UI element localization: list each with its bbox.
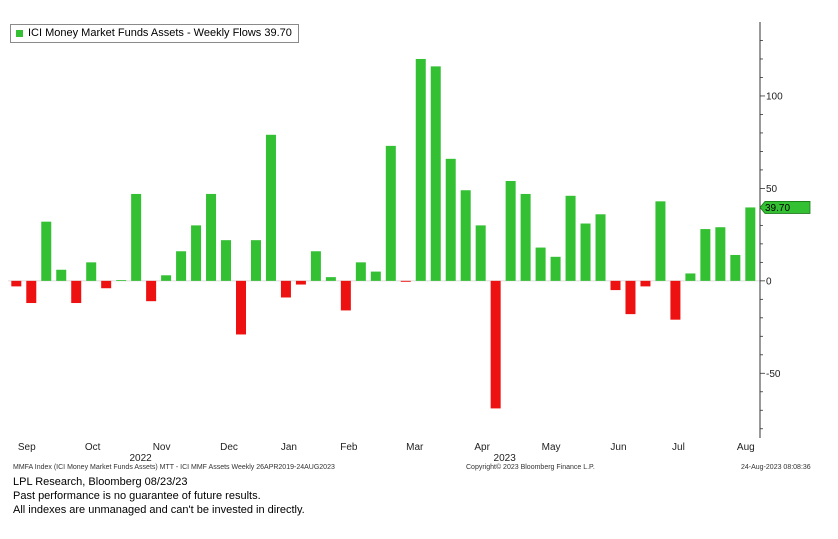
y-tick-label: -50 <box>766 369 781 380</box>
bar-week-21 <box>310 251 321 281</box>
x-year-label: 2022 <box>130 453 153 464</box>
bar-week-36 <box>535 247 546 281</box>
bar-week-50 <box>745 207 756 281</box>
timestamp-text: 24-Aug-2023 08:08:36 <box>741 464 811 471</box>
bar-week-5 <box>71 280 82 304</box>
bar-week-30 <box>445 158 456 281</box>
legend-label: ICI Money Market Funds Assets - Weekly F… <box>28 27 292 39</box>
bar-week-19 <box>280 280 291 298</box>
bar-week-48 <box>715 227 726 281</box>
bar-week-37 <box>550 256 561 281</box>
bar-week-26 <box>385 145 396 281</box>
bar-week-16 <box>236 280 246 335</box>
bar-week-13 <box>191 225 202 281</box>
bar-week-49 <box>730 254 741 281</box>
x-month-label: Aug <box>737 442 755 453</box>
legend-swatch <box>16 29 23 37</box>
bar-week-17 <box>250 240 261 281</box>
x-month-label: Jun <box>610 442 626 453</box>
bar-week-12 <box>176 251 187 281</box>
bar-week-35 <box>520 193 531 281</box>
x-month-label: Nov <box>153 442 171 453</box>
bar-week-9 <box>131 193 142 281</box>
bar-week-42 <box>625 280 636 315</box>
x-month-label: Dec <box>220 442 238 453</box>
bar-week-45 <box>670 280 681 320</box>
bar-week-10 <box>146 280 157 302</box>
bar-week-28 <box>415 58 426 281</box>
last-value-label: 39.70 <box>765 203 790 214</box>
x-month-label: Oct <box>85 442 101 453</box>
x-month-label: Apr <box>474 442 490 453</box>
bar-week-40 <box>595 214 606 281</box>
bar-week-44 <box>655 201 666 281</box>
bar-week-38 <box>565 195 576 281</box>
source-line: MMFA Index (ICI Money Market Funds Asset… <box>13 464 335 471</box>
y-tick-label: 50 <box>766 184 778 195</box>
x-month-label: Feb <box>340 442 358 453</box>
bar-week-15 <box>221 240 232 281</box>
bar-week-1 <box>11 280 22 287</box>
bar-week-41 <box>610 280 621 291</box>
bar-week-46 <box>685 273 696 281</box>
bar-week-24 <box>355 262 366 281</box>
credit-text: LPL Research, Bloomberg 08/23/23 <box>13 476 188 488</box>
disclaimer-performance: Past performance is no guarantee of futu… <box>13 490 261 502</box>
x-year-label: 2023 <box>494 453 517 464</box>
bar-week-2 <box>26 280 37 304</box>
bar-week-14 <box>206 193 217 281</box>
bar-week-43 <box>640 280 651 287</box>
bar-week-7 <box>101 280 112 289</box>
x-month-label: Sep <box>18 442 36 453</box>
bar-week-6 <box>86 262 97 281</box>
bars <box>11 58 756 409</box>
bar-week-47 <box>700 229 711 281</box>
x-month-label: Jan <box>281 442 297 453</box>
bar-week-4 <box>56 269 67 281</box>
x-month-label: Jul <box>672 442 685 453</box>
chart-legend: ICI Money Market Funds Assets - Weekly F… <box>10 24 299 43</box>
bar-week-3 <box>41 221 52 281</box>
bar-week-34 <box>505 181 516 281</box>
bar-week-32 <box>475 225 486 281</box>
bar-week-11 <box>161 275 172 281</box>
bar-week-22 <box>325 277 336 281</box>
y-tick-label: 0 <box>766 276 772 287</box>
bar-week-33 <box>490 280 501 409</box>
y-tick-label: 100 <box>766 91 783 102</box>
disclaimer-indexes: All indexes are unmanaged and can't be i… <box>13 504 305 516</box>
axes: 100 50 0 -50 39.70 Sep Oct Nov Dec Jan Feb Mar Apr Ma… <box>18 22 811 464</box>
bar-week-27 <box>400 280 411 282</box>
bar-week-29 <box>430 66 441 281</box>
last-value-tag <box>759 201 811 214</box>
bar-week-8 <box>116 280 127 281</box>
x-month-label: Mar <box>406 442 424 453</box>
x-month-label: May <box>542 442 561 453</box>
bar-week-20 <box>295 280 306 285</box>
bar-week-18 <box>265 134 276 281</box>
bar-week-25 <box>370 271 381 281</box>
bar-week-23 <box>340 280 351 311</box>
copyright-text: Copyright© 2023 Bloomberg Finance L.P. <box>466 464 595 471</box>
bar-week-39 <box>580 223 591 281</box>
bar-week-31 <box>460 190 471 281</box>
